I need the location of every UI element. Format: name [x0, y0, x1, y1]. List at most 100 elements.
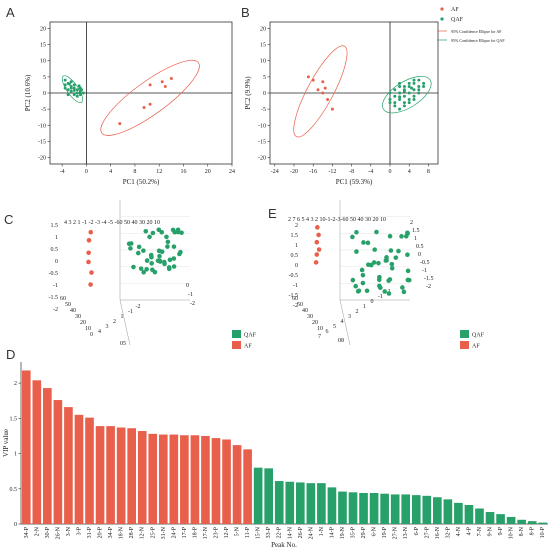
y-tick-label: -5	[261, 107, 266, 113]
x-tick-label: 1-N	[319, 526, 325, 536]
z-tick-label: -0.5	[49, 271, 59, 277]
point-qaf	[80, 88, 84, 92]
x-tick-label: 33-P	[266, 526, 272, 538]
panel-label-b: B	[241, 5, 250, 20]
y-tick-label: 15	[40, 43, 46, 49]
x-tick-label: 23-P	[213, 526, 219, 538]
point-qaf	[396, 248, 401, 254]
confidence-ellipse-qaf	[382, 75, 432, 114]
point-qaf	[72, 88, 76, 92]
bar-af	[158, 434, 168, 524]
point-af	[321, 91, 325, 95]
point-qaf	[364, 288, 370, 294]
x-tick-label: 12-P	[224, 526, 230, 538]
point-qaf	[171, 256, 177, 261]
bar-qaf	[527, 521, 537, 524]
x-tick-label: 2-N	[34, 526, 40, 536]
x-tick-label: 9-N	[488, 526, 494, 536]
y-tick-label: 10	[260, 59, 266, 65]
bar-qaf	[411, 495, 421, 524]
point-qaf	[164, 234, 169, 240]
bar-af	[169, 434, 179, 524]
legend-label: AF	[451, 7, 459, 13]
x-tick-label: 8	[133, 169, 136, 175]
point-qaf	[359, 267, 365, 273]
point-qaf	[365, 240, 371, 246]
z-tick-label: -1.5	[49, 295, 59, 301]
y-tick-label: -15	[38, 139, 46, 145]
point-qaf	[377, 283, 382, 289]
y-tick-label: 20	[260, 26, 266, 32]
point-qaf	[63, 78, 67, 82]
x-tick-label: 24-N	[308, 526, 314, 539]
point-qaf	[398, 85, 402, 89]
right-tick-label: -2	[426, 284, 431, 290]
legend-swatch-qaf	[460, 330, 469, 338]
point-af	[314, 252, 320, 257]
x-tick-label: 16-N	[435, 526, 441, 539]
bar-qaf	[506, 516, 516, 524]
point-af	[88, 282, 93, 287]
x-tick-label: 32-P	[445, 526, 451, 538]
point-qaf	[166, 266, 172, 272]
point-qaf	[155, 258, 161, 263]
point-af	[86, 259, 91, 265]
confidence-ellipse-af	[100, 59, 200, 136]
x-tick-label: -12	[328, 169, 336, 175]
point-qaf	[138, 266, 144, 271]
point-qaf	[398, 107, 402, 111]
bottom-tick-label: 30	[307, 314, 313, 320]
x-tick-label: 14-P	[329, 526, 335, 538]
bar-qaf	[496, 514, 505, 524]
point-qaf	[387, 277, 393, 282]
x-tick-label: 12	[156, 169, 162, 175]
x-tick-label: 18-P	[192, 526, 198, 538]
point-qaf	[135, 250, 141, 256]
z-tick-label: -1.5	[289, 293, 299, 299]
point-qaf	[69, 86, 73, 90]
x-tick-label: 26-N	[55, 526, 61, 539]
x-tick-label: 0	[389, 169, 392, 175]
x-tick-label: 9-P	[498, 526, 504, 535]
point-qaf	[417, 88, 421, 92]
bottom-tick-label: 30	[75, 314, 81, 320]
point-qaf	[407, 97, 411, 101]
panel-label-d: D	[6, 347, 15, 362]
point-qaf	[387, 233, 393, 239]
point-qaf	[178, 249, 183, 255]
y-tick-label: 0	[43, 91, 46, 97]
point-qaf	[402, 89, 406, 93]
bar-qaf	[390, 494, 400, 524]
point-qaf	[360, 272, 366, 278]
point-qaf	[165, 244, 170, 249]
legend-label-qaf: QAF	[472, 333, 485, 339]
point-qaf	[72, 93, 76, 97]
y-tick-label: 0	[14, 522, 17, 528]
x-tick-label: 6-P	[414, 526, 420, 535]
point-qaf	[393, 255, 399, 260]
legend-marker-af	[440, 7, 444, 11]
bar-af	[43, 388, 52, 524]
bar-qaf	[317, 483, 326, 524]
x-tick-label: -20	[290, 169, 298, 175]
axis-depth	[339, 299, 351, 346]
bar-af	[106, 426, 115, 524]
point-af	[160, 80, 164, 84]
y-axis-label: PC2 (9.9%)	[244, 76, 252, 110]
bar-qaf	[380, 493, 389, 524]
point-af	[142, 106, 146, 110]
x-axis-label: PC1 (59.3%)	[336, 178, 373, 186]
legend-swatch-af	[232, 341, 241, 349]
z-tick-label: 0.5	[51, 247, 59, 253]
point-af	[86, 238, 92, 243]
bar-qaf	[348, 492, 358, 524]
point-qaf	[159, 230, 165, 235]
z-tick-label: 0	[55, 259, 58, 265]
point-af	[306, 75, 310, 79]
x-tick-label: 22-P	[277, 526, 283, 538]
point-qaf	[66, 88, 70, 92]
right-tick-label: -1	[188, 292, 193, 298]
x-tick-label: 19-N	[340, 526, 346, 539]
depth-tick-label: 3	[348, 314, 351, 320]
right-tick-label: -1.5	[424, 276, 434, 282]
